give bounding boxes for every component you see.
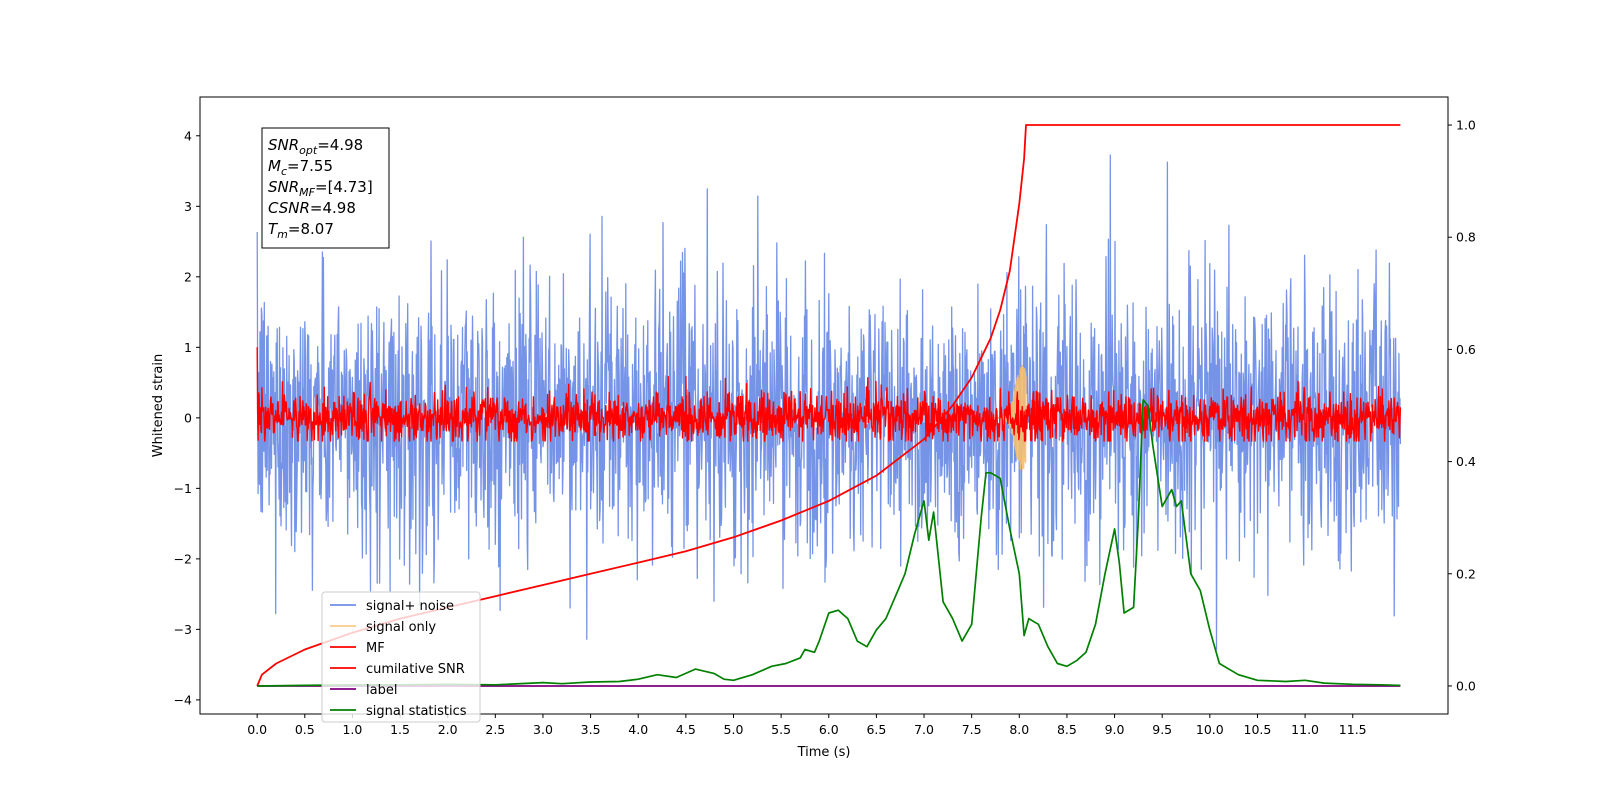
y-tick-label-right: 0.6 [1456, 342, 1476, 357]
x-tick-label: 5.0 [724, 722, 744, 737]
series-signal-statistics-line [257, 399, 1401, 687]
x-tick-label: 0.0 [247, 722, 267, 737]
y-axis-right: 0.0 0.2 0.4 0.6 0.8 1.0 [1448, 118, 1476, 693]
legend-label: MF [366, 641, 385, 656]
annotation-symbol: CSNR [268, 199, 310, 217]
x-tick-label: 6.0 [819, 722, 839, 737]
x-tick-label: 11.0 [1291, 722, 1319, 737]
legend-label: signal statistics [366, 704, 467, 719]
annotation-line: SNRopt=4.98 [268, 136, 363, 157]
annotation-value: =8.07 [288, 220, 334, 238]
legend-label: signal only [366, 620, 436, 635]
x-tick-label: 4.5 [676, 722, 696, 737]
x-axis: 0.0 0.5 1.0 1.5 2.0 2.5 3.0 3.5 4.0 4.5 5.0 5.5 6.0 6… [247, 714, 1367, 737]
annotation-subscript: MF [299, 186, 315, 199]
y-tick-label-left: −4 [174, 692, 192, 707]
x-tick-label: 6.5 [866, 722, 886, 737]
stats-annotation-box: SNRopt=4.98Mc=7.55SNRMF=[4.73]CSNR=4.98T… [261, 127, 390, 249]
x-tick-label: 10.5 [1244, 722, 1272, 737]
annotation-subscript: c [281, 165, 287, 178]
y-tick-label-left: 2 [184, 269, 192, 284]
annotation-line: SNRMF=[4.73] [268, 178, 373, 199]
legend: signal+ noise signal only MF cumilative SNR… [321, 591, 481, 723]
x-tick-label: 10.0 [1196, 722, 1224, 737]
y-tick-label-left: −1 [174, 481, 192, 496]
annotation-subscript: opt [299, 144, 318, 157]
legend-frame [321, 591, 481, 723]
annotation-value: =4.98 [310, 199, 356, 217]
annotation-line: CSNR=4.98 [268, 199, 356, 217]
annotation-frame [261, 127, 390, 249]
y-tick-label-right: 0.8 [1456, 230, 1476, 245]
x-tick-label: 3.0 [533, 722, 553, 737]
y-tick-label-right: 0.2 [1456, 566, 1476, 581]
y-tick-label-right: 0.4 [1456, 454, 1476, 469]
y-tick-label-left: 3 [184, 199, 192, 214]
y-tick-label-left: −3 [174, 622, 192, 637]
series-mf-line [256, 347, 1402, 442]
y-tick-label-right: 1.0 [1456, 118, 1476, 133]
legend-label: signal+ noise [366, 599, 454, 614]
y-tick-label-left: 4 [184, 128, 192, 143]
x-tick-label: 7.0 [914, 722, 934, 737]
x-tick-label: 5.5 [771, 722, 791, 737]
y-tick-label-right: 0.0 [1456, 678, 1476, 693]
annotation-line: Mc=7.55 [268, 157, 333, 178]
annotation-subscript: m [277, 228, 288, 241]
legend-label: cumilative SNR [366, 662, 465, 677]
annotation-value: =[4.73] [315, 178, 373, 196]
annotation-symbol: SNR [268, 136, 299, 154]
x-tick-label: 4.0 [628, 722, 648, 737]
x-tick-label: 3.5 [581, 722, 601, 737]
x-tick-label: 1.0 [342, 722, 362, 737]
x-tick-label: 9.5 [1152, 722, 1172, 737]
annotation-line: Tm=8.07 [268, 220, 334, 241]
y-tick-label-left: 0 [184, 410, 192, 425]
annotation-symbol: T [268, 220, 279, 238]
x-tick-label: 1.5 [390, 722, 410, 737]
annotation-value: =4.98 [317, 136, 363, 154]
x-tick-label: 8.0 [1009, 722, 1029, 737]
annotation-symbol: SNR [268, 178, 299, 196]
x-tick-label: 2.5 [485, 722, 505, 737]
x-axis-title: Time (s) [797, 745, 851, 760]
x-tick-label: 9.0 [1105, 722, 1125, 737]
legend-label: label [366, 683, 397, 698]
x-tick-label: 7.5 [962, 722, 982, 737]
annotation-symbol: M [268, 157, 281, 175]
annotation-value: =7.55 [287, 157, 333, 175]
plot-frame [199, 96, 1449, 715]
y-tick-label-left: 1 [184, 340, 192, 355]
x-tick-label: 0.5 [295, 722, 315, 737]
x-tick-label: 11.5 [1339, 722, 1367, 737]
x-tick-label: 8.5 [1057, 722, 1077, 737]
x-tick-label: 2.0 [438, 722, 458, 737]
y-axis-title: Whitened strain [151, 354, 166, 457]
series-signal-noise-line [256, 154, 1402, 651]
y-axis-left: −4 −3 −2 −1 0 1 2 3 4 [174, 128, 200, 707]
y-tick-label-left: −2 [174, 551, 192, 566]
